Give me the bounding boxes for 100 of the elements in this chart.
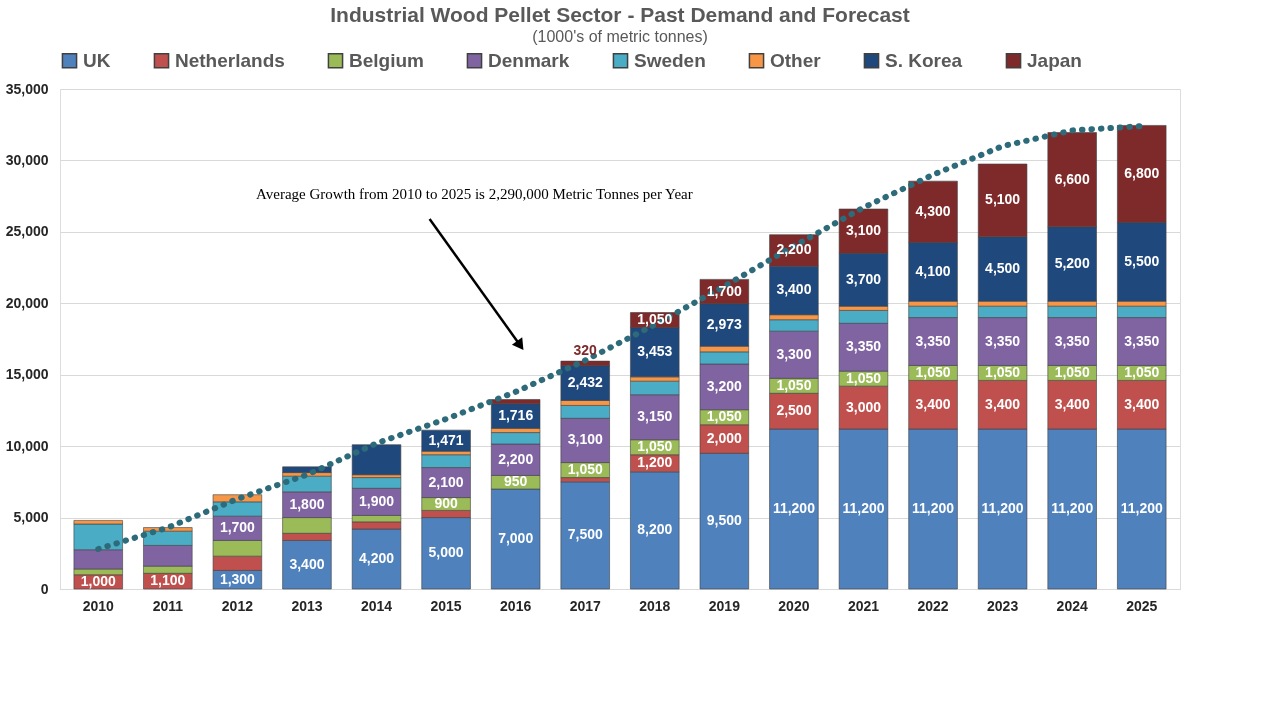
data-label: 3,453 (637, 343, 673, 360)
legend-label: Japan (1027, 49, 1082, 71)
data-label: 3,350 (915, 332, 951, 349)
x-tick-label: 2011 (152, 597, 184, 614)
data-label: 2,100 (428, 473, 464, 490)
data-label: 3,100 (567, 431, 603, 448)
data-label: 3,200 (706, 377, 743, 394)
data-label: 2,973 (706, 315, 743, 332)
data-label: 3,300 (776, 345, 812, 362)
data-label: 1,700 (706, 282, 743, 299)
x-tick-label: 2014 (360, 597, 393, 614)
data-label: 9,500 (706, 512, 743, 529)
y-tick-label: 5,000 (13, 509, 49, 526)
y-tick-label: 35,000 (5, 80, 49, 97)
data-label: 11,200 (1051, 500, 1094, 516)
x-tick-label: 2021 (847, 597, 880, 614)
data-label: 1,050 (706, 408, 743, 425)
data-label: 4,100 (915, 262, 951, 279)
data-label: 3,700 (845, 270, 882, 287)
bar (421, 429, 471, 452)
legend-label: Belgium (349, 49, 424, 71)
data-label: 1,200 (637, 454, 673, 471)
legend-label: Other (770, 49, 822, 71)
data-label: 2,000 (706, 430, 743, 446)
x-tick-label: 2017 (569, 597, 601, 614)
y-tick-label: 0 (40, 580, 49, 597)
legend-label: S. Korea (885, 49, 963, 71)
x-tick-label: 2018 (639, 597, 671, 614)
data-label: 6,800 (1124, 165, 1160, 181)
data-label: 1,100 (150, 572, 186, 589)
data-label: 950 (503, 473, 528, 490)
data-label: 3,400 (1054, 395, 1090, 412)
data-label: 3,000 (845, 398, 882, 415)
data-label: 3,350 (845, 338, 882, 355)
x-tick-label: 2024 (1056, 597, 1088, 614)
data-label: 2,200 (498, 450, 534, 467)
data-label: 5,100 (985, 191, 1021, 208)
data-label: 2,200 (776, 241, 812, 258)
data-label: 1,471 (428, 431, 464, 448)
data-label: 2,432 (567, 374, 603, 391)
annotation: Average Growth from 2010 to 2025 is 2,290,000 Metric Tonnes per Year (256, 186, 693, 202)
x-tick-label: 2012 (221, 597, 254, 614)
data-label: 3,400 (985, 395, 1021, 412)
x-tick-label: 2015 (430, 597, 462, 614)
data-label: 3,400 (776, 281, 812, 298)
data-label: 11,200 (772, 500, 816, 516)
data-label: 3,400 (289, 555, 325, 572)
data-label: 8,200 (637, 521, 673, 538)
y-tick-label: 20,000 (5, 294, 49, 311)
data-label: 1,900 (359, 492, 395, 509)
legend-label: Netherlands (175, 49, 285, 71)
data-label: 5,000 (428, 544, 464, 561)
x-tick-label: 2019 (708, 597, 741, 614)
data-label: 11,200 (1120, 500, 1163, 516)
data-label: 4,200 (359, 550, 395, 566)
y-tick-label: 25,000 (5, 223, 49, 240)
y-tick-label: 10,000 (5, 437, 49, 454)
data-label: 7,500 (567, 526, 603, 543)
data-label: 3,100 (845, 222, 882, 239)
data-label: 1,800 (289, 495, 325, 512)
data-label: 2,500 (776, 402, 812, 419)
data-label: 11,200 (842, 500, 885, 516)
data-label: 1,050 (637, 311, 673, 328)
chart-subtitle: (1000's of metric tonnes) (532, 28, 708, 45)
data-label: 5,500 (1124, 252, 1160, 269)
data-label: 1,050 (985, 363, 1021, 380)
bar (351, 444, 402, 476)
data-label: 320 (573, 342, 598, 359)
data-label: 3,350 (985, 332, 1021, 349)
data-label: 1,700 (219, 519, 256, 536)
bar (560, 481, 610, 590)
data-label: 1,050 (845, 369, 882, 386)
legend-label: UK (83, 49, 111, 71)
data-label: 6,600 (1054, 170, 1090, 187)
x-tick-label: 2016 (500, 597, 532, 614)
x-tick-label: 2020 (778, 597, 810, 614)
data-label: 3,400 (915, 395, 951, 412)
data-label: 1,050 (1124, 363, 1160, 380)
x-tick-label: 2025 (1126, 597, 1158, 614)
data-label: 5,200 (1054, 255, 1090, 271)
chart-title: Industrial Wood Pellet Sector - Past Demand and Forecast (330, 3, 910, 26)
data-label: 1,050 (637, 438, 673, 455)
legend-label: Sweden (634, 49, 706, 71)
data-label: 3,400 (1124, 395, 1160, 412)
data-label: 900 (434, 495, 458, 511)
data-label: 7,000 (498, 530, 534, 546)
data-label: 3,350 (1054, 332, 1090, 349)
data-label: 3,350 (1124, 332, 1160, 349)
data-label: 4,300 (915, 202, 951, 219)
data-label: 1,300 (219, 570, 256, 587)
data-label: 1,050 (915, 363, 951, 380)
x-tick-label: 2022 (917, 597, 949, 614)
data-label: 4,500 (985, 260, 1021, 276)
data-label: 1,050 (567, 461, 603, 478)
x-tick-label: 2013 (291, 597, 323, 614)
legend-label: Denmark (488, 49, 570, 71)
y-tick-label: 15,000 (5, 366, 49, 383)
data-label: 1,000 (80, 572, 116, 589)
x-tick-label: 2010 (82, 597, 115, 614)
data-label: 11,200 (912, 500, 955, 516)
